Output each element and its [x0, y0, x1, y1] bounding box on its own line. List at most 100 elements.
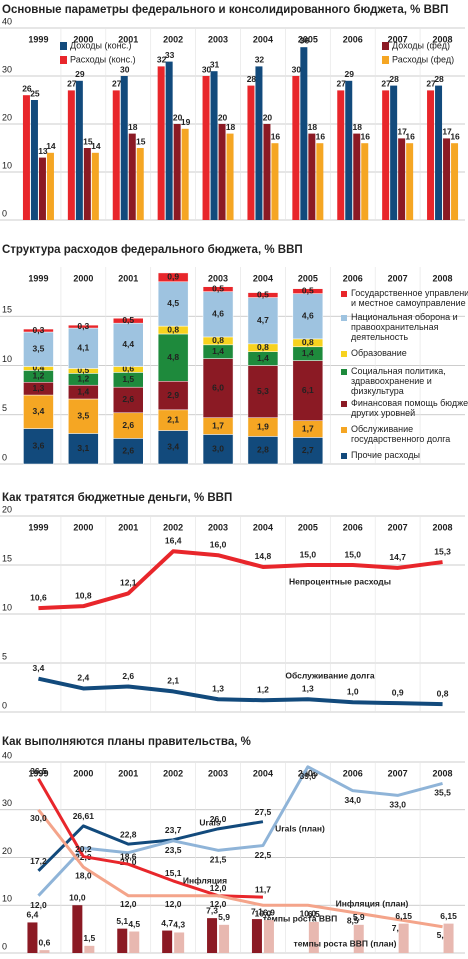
value-label: 2,6 — [122, 445, 134, 455]
value-label: 20 — [263, 112, 273, 122]
year-label: 2007 — [388, 34, 408, 44]
legend-label: Обслуживание государственного долга — [351, 424, 450, 444]
value-label: 15,1 — [165, 868, 182, 878]
value-label: 3,4 — [33, 663, 45, 673]
value-label: 4,1 — [77, 343, 89, 353]
legend-label: Прочие расходы — [351, 450, 420, 460]
bar-segment — [23, 428, 54, 465]
value-label: 27 — [381, 79, 391, 89]
legend-label: Государственное управление и местное само… — [351, 288, 468, 308]
value-label: 1,5 — [122, 374, 134, 384]
bar — [263, 124, 271, 220]
legend-label: Социальная политика, здравоохранение и физ… — [351, 366, 446, 396]
value-label: 17 — [442, 127, 452, 137]
year-label: 2003 — [208, 34, 228, 44]
bar — [451, 143, 459, 220]
value-label: 21,0 — [120, 857, 137, 867]
series-label: Urals — [199, 817, 221, 827]
bar-segment — [68, 433, 99, 465]
year-label: 2007 — [388, 273, 408, 283]
year-label: 2005 — [298, 522, 318, 532]
series-label: Обслуживание долга — [285, 670, 374, 680]
value-label: 2,4 — [77, 673, 89, 683]
value-label: 1,4 — [302, 348, 314, 358]
value-label: 3,0 — [212, 443, 224, 453]
legend-label: Расходы (конс.) — [70, 54, 136, 64]
value-label: 21,5 — [210, 855, 227, 865]
value-label: 28 — [434, 74, 444, 84]
bar — [427, 90, 435, 221]
chart-title: Как выполняются планы правительства, % — [2, 736, 251, 748]
value-label: 27 — [426, 79, 436, 89]
value-label: 1,3 — [302, 684, 314, 694]
year-label: 2005 — [298, 34, 318, 44]
value-label: 27 — [112, 79, 122, 89]
bar-segment — [157, 430, 189, 465]
value-label: 1,2 — [257, 684, 269, 694]
value-label: 12,1 — [120, 578, 137, 588]
value-label: 16 — [450, 131, 460, 141]
legend-swatch — [341, 291, 347, 297]
y-tick-label: 40 — [2, 16, 12, 26]
year-label: 2003 — [208, 768, 228, 778]
bar-segment — [68, 327, 99, 369]
y-tick-label: 30 — [2, 64, 12, 74]
value-label: 33 — [165, 50, 175, 60]
y-tick-label: 20 — [2, 112, 12, 122]
value-label: 15 — [83, 136, 93, 146]
year-label: 2007 — [388, 768, 408, 778]
bar — [345, 80, 353, 220]
chart-title: Как тратятся бюджетные деньги, % ВВП — [2, 492, 232, 504]
bar — [292, 76, 300, 220]
legend-swatch — [341, 453, 347, 459]
value-label: 5,9 — [353, 912, 365, 922]
value-label: 0,5 — [77, 365, 89, 375]
value-label: 32 — [157, 55, 167, 65]
year-label: 2000 — [73, 34, 93, 44]
value-label: 1,2 — [33, 371, 45, 381]
value-label: 17 — [397, 127, 407, 137]
line — [38, 549, 443, 611]
bar-segment — [292, 437, 324, 465]
legend-swatch — [341, 369, 347, 375]
legend-label: Финансовая помощь бюджетамдругих уровней — [351, 398, 468, 418]
value-label: 27 — [67, 79, 77, 89]
value-label: 19 — [181, 117, 191, 127]
value-label: 16 — [271, 131, 281, 141]
value-label: 20 — [218, 112, 228, 122]
bar — [251, 919, 262, 953]
value-label: 6,4 — [27, 910, 39, 920]
value-label: 6,5 — [308, 909, 320, 919]
value-label: 0,9 — [167, 272, 179, 282]
value-label: 15,3 — [434, 546, 451, 556]
value-label: 39,0 — [300, 771, 317, 781]
value-label: 3,6 — [33, 441, 45, 451]
value-label: 0,8 — [437, 688, 449, 698]
legend-swatch — [341, 351, 347, 357]
year-label: 2001 — [118, 273, 138, 283]
bar — [443, 138, 451, 220]
year-label: 2005 — [298, 768, 318, 778]
value-label: 4,5 — [128, 919, 140, 929]
value-label: 6,15 — [440, 911, 457, 921]
value-label: 20,2 — [75, 844, 92, 854]
bar — [72, 905, 83, 953]
value-label: 8,5 — [347, 916, 359, 926]
value-label: 0,8 — [302, 337, 314, 347]
legend-swatch — [341, 315, 347, 321]
bar — [247, 85, 255, 220]
value-label: 27,5 — [255, 807, 272, 817]
bar — [112, 90, 120, 221]
year-label: 2008 — [433, 34, 453, 44]
value-label: 1,5 — [83, 933, 95, 943]
bar — [38, 157, 46, 220]
value-label: 3,5 — [77, 410, 89, 420]
value-label: 5,3 — [257, 386, 269, 396]
bar-segment — [247, 297, 279, 345]
value-label: 2,9 — [167, 390, 179, 400]
bar — [398, 923, 409, 953]
value-label: 15,0 — [344, 549, 361, 559]
year-label: 1999 — [28, 273, 48, 283]
value-label: 18 — [353, 122, 363, 132]
legend-swatch — [382, 56, 389, 64]
